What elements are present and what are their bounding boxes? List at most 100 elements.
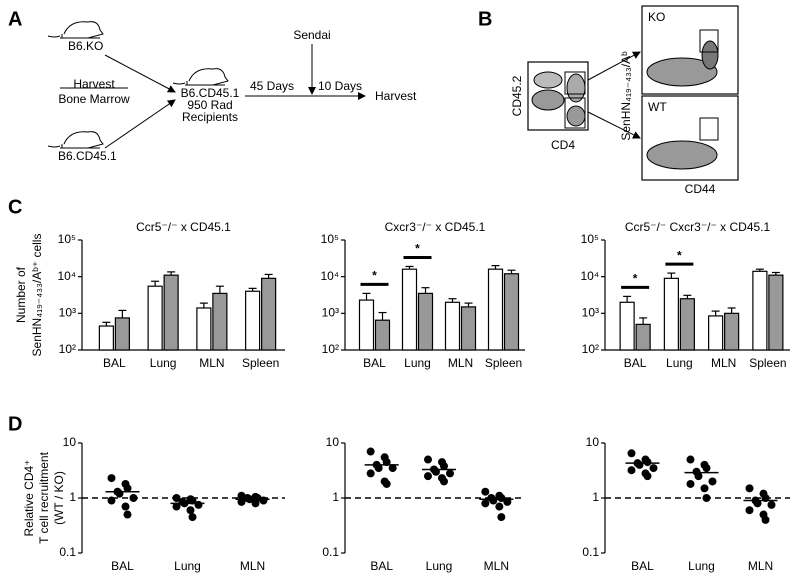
y-axis-label: SenHN₄₁₉₋₄₃₃/Aᵇ⁺ cells [30, 234, 44, 357]
dot [745, 484, 754, 493]
bar [163, 274, 179, 351]
x-tick-label: MLN [484, 559, 509, 573]
y-tick-label: 1 [592, 490, 599, 504]
dot [388, 464, 397, 473]
bar [147, 285, 163, 351]
x-tick-label: MLN [199, 356, 224, 370]
bar [460, 306, 477, 351]
dot [107, 474, 116, 483]
x-tick-label: MLN [711, 356, 736, 370]
bar [212, 292, 228, 351]
dot [121, 502, 130, 511]
panel-label: C [8, 196, 22, 218]
bar [487, 268, 504, 351]
dot [188, 513, 197, 522]
significance-label: * [677, 248, 682, 262]
label: Recipients [182, 110, 238, 124]
dot [481, 487, 490, 496]
dot [627, 466, 636, 475]
dot [627, 449, 636, 458]
dot [237, 491, 246, 500]
plot-frame [641, 5, 739, 95]
chart-title: Cxcr3⁻/⁻ x CD45.1 [385, 220, 486, 234]
dot [481, 499, 490, 508]
x-tick-label: BAL [631, 559, 654, 573]
y-tick-label: 10 [326, 435, 340, 449]
bar [196, 307, 212, 351]
plot-label: KO [648, 10, 665, 24]
bar [98, 325, 114, 351]
gate [564, 71, 586, 95]
significance-label: * [415, 242, 420, 256]
dot [694, 472, 703, 481]
y-tick-label: 0.1 [59, 545, 76, 559]
dot [366, 469, 375, 478]
y-axis-label: (WT / KO) [52, 471, 66, 525]
x-tick-label: Spleen [242, 356, 279, 370]
bar [752, 270, 768, 351]
population [533, 71, 563, 89]
mouse [47, 131, 104, 149]
panel-label: B [478, 8, 492, 30]
label: B6.KO [68, 39, 103, 53]
y-axis-label: Number of [14, 266, 28, 323]
x-tick-label: Spleen [749, 356, 786, 370]
bar [724, 312, 740, 351]
dot [635, 460, 644, 469]
y-tick-label: 10⁵ [58, 232, 76, 246]
label: 950 Rad [187, 98, 232, 112]
dot [172, 502, 181, 511]
bar [417, 292, 434, 351]
x-tick-label: BAL [103, 356, 126, 370]
dot [497, 513, 506, 522]
population [646, 140, 718, 170]
dot [123, 484, 132, 493]
dot [440, 462, 448, 471]
x-tick-label: Spleen [485, 356, 522, 370]
x-tick-label: Lung [426, 559, 453, 573]
arrow [587, 51, 641, 81]
x-tick-label: MLN [748, 559, 773, 573]
dot [107, 496, 116, 505]
dot [186, 506, 195, 515]
y-tick-label: 10² [322, 342, 339, 356]
arrow [104, 99, 176, 149]
plot-label: WT [648, 100, 667, 114]
gate [699, 117, 719, 141]
label: 10 Days [318, 79, 362, 93]
x-tick-label: BAL [370, 559, 393, 573]
bar [663, 277, 679, 351]
x-tick-label: BAL [624, 356, 647, 370]
y-tick-label: 10⁵ [321, 232, 339, 246]
label: 45 Days [250, 79, 294, 93]
dot [761, 515, 770, 524]
plot-frame [527, 61, 589, 131]
chart-title: Ccr5⁻/⁻ Cxcr3⁻/⁻ x CD45.1 [625, 220, 771, 234]
chart-title: Ccr5⁻/⁻ x CD45.1 [136, 220, 231, 234]
population [566, 105, 586, 127]
y-tick-label: 0.1 [582, 545, 599, 559]
dot [374, 464, 383, 473]
x-tick-label: Lung [174, 559, 201, 573]
y-tick-label: 1 [69, 490, 76, 504]
dot [123, 510, 132, 519]
dot [259, 496, 268, 505]
dot [366, 447, 375, 456]
axis-label: CD45.2 [510, 75, 524, 116]
label: B6.CD45.1 [58, 149, 117, 163]
dot [686, 479, 695, 488]
population [531, 89, 565, 111]
x-tick-label: MLN [240, 559, 265, 573]
axis-label: CD4 [551, 138, 575, 152]
y-tick-label: 10³ [582, 306, 599, 320]
x-tick-label: BAL [363, 356, 386, 370]
panel-b [527, 5, 739, 181]
y-tick-label: 10⁴ [57, 269, 76, 283]
bar [708, 315, 724, 351]
dot [767, 500, 776, 509]
bar [679, 298, 695, 351]
dot [702, 494, 711, 502]
dot [497, 494, 506, 502]
gate [699, 29, 719, 53]
